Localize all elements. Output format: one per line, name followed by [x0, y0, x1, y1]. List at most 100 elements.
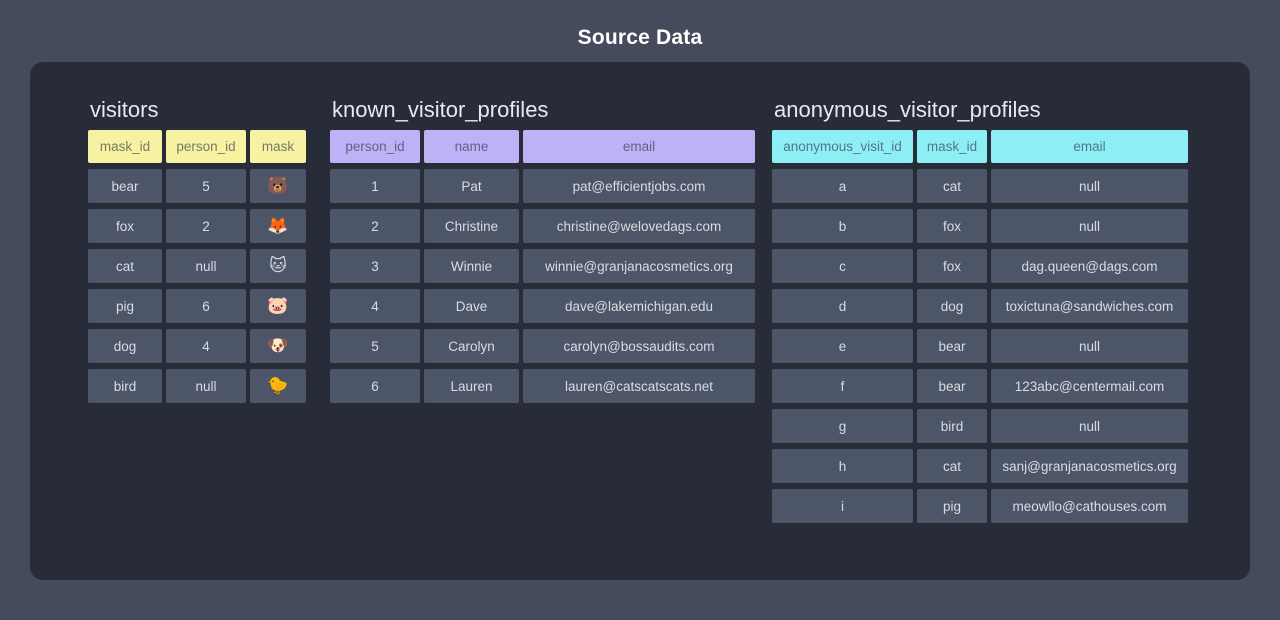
table-row: pig 6 🐷	[88, 289, 306, 323]
table-row: bear 5 🐻	[88, 169, 306, 203]
table-row: e bear null	[772, 329, 1188, 363]
cell-anonymous_visit_id: h	[772, 449, 913, 483]
cell-mask_id: cat	[88, 249, 162, 283]
column-header-mask: mask	[250, 130, 306, 163]
cell-person_id: 2	[330, 209, 420, 243]
mask-emoji: 🐱	[250, 249, 306, 283]
cell-name: Dave	[424, 289, 519, 323]
header-row: mask_id person_id mask	[88, 130, 306, 163]
cell-email: lauren@catscatscats.net	[523, 369, 755, 403]
table-visitors: visitors mask_id person_id mask bear 5 🐻 fox 2 🦊…	[88, 96, 306, 403]
cell-anonymous_visit_id: b	[772, 209, 913, 243]
cell-email: carolyn@bossaudits.com	[523, 329, 755, 363]
column-header-email: email	[991, 130, 1188, 163]
cell-mask_id: bear	[917, 369, 987, 403]
table-row: 6 Lauren lauren@catscatscats.net	[330, 369, 755, 403]
page-title: Source Data	[577, 26, 703, 49]
cell-anonymous_visit_id: g	[772, 409, 913, 443]
known-visitor-profiles-grid: person_id name email 1 Pat pat@efficientjobs.…	[330, 130, 755, 403]
cell-name: Lauren	[424, 369, 519, 403]
cell-email: null	[991, 329, 1188, 363]
cell-email: sanj@granjanacosmetics.org	[991, 449, 1188, 483]
cell-email: 123abc@centermail.com	[991, 369, 1188, 403]
cell-person_id: null	[166, 369, 246, 403]
table-row: d dog toxictuna@sandwiches.com	[772, 289, 1188, 323]
table-row: f bear 123abc@centermail.com	[772, 369, 1188, 403]
cell-anonymous_visit_id: f	[772, 369, 913, 403]
cell-name: Pat	[424, 169, 519, 203]
mask-emoji: 🦊	[250, 209, 306, 243]
cell-person_id: null	[166, 249, 246, 283]
mask-emoji: 🐻	[250, 169, 306, 203]
column-header-person_id: person_id	[166, 130, 246, 163]
cell-email: dag.queen@dags.com	[991, 249, 1188, 283]
mask-emoji: 🐶	[250, 329, 306, 363]
column-header-mask_id: mask_id	[917, 130, 987, 163]
cell-mask_id: fox	[88, 209, 162, 243]
mask-emoji: 🐤	[250, 369, 306, 403]
cell-anonymous_visit_id: a	[772, 169, 913, 203]
cell-mask_id: cat	[917, 169, 987, 203]
cell-mask_id: dog	[88, 329, 162, 363]
column-header-name: name	[424, 130, 519, 163]
table-known-visitor-profiles: known_visitor_profiles person_id name emai…	[330, 96, 755, 403]
cell-mask_id: cat	[917, 449, 987, 483]
cell-person_id: 3	[330, 249, 420, 283]
table-row: g bird null	[772, 409, 1188, 443]
mask-emoji: 🐷	[250, 289, 306, 323]
cell-email: christine@welovedags.com	[523, 209, 755, 243]
table-row: 4 Dave dave@lakemichigan.edu	[330, 289, 755, 323]
cell-mask_id: pig	[88, 289, 162, 323]
cell-person_id: 4	[166, 329, 246, 363]
header-row: anonymous_visit_id mask_id email	[772, 130, 1188, 163]
cell-mask_id: bird	[917, 409, 987, 443]
table-row: b fox null	[772, 209, 1188, 243]
table-row: h cat sanj@granjanacosmetics.org	[772, 449, 1188, 483]
cell-email: dave@lakemichigan.edu	[523, 289, 755, 323]
visitors-grid: mask_id person_id mask bear 5 🐻 fox 2 🦊 cat null 🐱 p…	[88, 130, 306, 403]
source-data-panel: visitors mask_id person_id mask bear 5 🐻 fox 2 🦊…	[30, 62, 1250, 580]
table-row: 3 Winnie winnie@granjanacosmetics.org	[330, 249, 755, 283]
cell-email: toxictuna@sandwiches.com	[991, 289, 1188, 323]
table-anonymous-visitor-profiles: anonymous_visitor_profiles anonymous_vis…	[772, 96, 1188, 523]
cell-email: winnie@granjanacosmetics.org	[523, 249, 755, 283]
cell-email: null	[991, 209, 1188, 243]
table-row: dog 4 🐶	[88, 329, 306, 363]
table-row: fox 2 🦊	[88, 209, 306, 243]
cell-person_id: 4	[330, 289, 420, 323]
column-header-anonymous_visit_id: anonymous_visit_id	[772, 130, 913, 163]
anonymous-visitor-profiles-grid: anonymous_visit_id mask_id email a cat null b f…	[772, 130, 1188, 523]
table-row: i pig meowllo@cathouses.com	[772, 489, 1188, 523]
header-row: person_id name email	[330, 130, 755, 163]
cell-email: null	[991, 169, 1188, 203]
cell-person_id: 6	[330, 369, 420, 403]
table-title-known-visitor-profiles: known_visitor_profiles	[332, 97, 549, 122]
cell-anonymous_visit_id: e	[772, 329, 913, 363]
cell-anonymous_visit_id: i	[772, 489, 913, 523]
table-row: 2 Christine christine@welovedags.com	[330, 209, 755, 243]
column-header-mask_id: mask_id	[88, 130, 162, 163]
cell-mask_id: bear	[917, 329, 987, 363]
cell-person_id: 5	[166, 169, 246, 203]
cell-person_id: 5	[330, 329, 420, 363]
column-header-person_id: person_id	[330, 130, 420, 163]
table-row: bird null 🐤	[88, 369, 306, 403]
cell-mask_id: fox	[917, 209, 987, 243]
cell-person_id: 2	[166, 209, 246, 243]
cell-name: Christine	[424, 209, 519, 243]
table-title-visitors: visitors	[90, 97, 159, 122]
table-title-anonymous-visitor-profiles: anonymous_visitor_profiles	[774, 97, 1041, 122]
cell-mask_id: pig	[917, 489, 987, 523]
table-row: c fox dag.queen@dags.com	[772, 249, 1188, 283]
cell-mask_id: fox	[917, 249, 987, 283]
cell-mask_id: dog	[917, 289, 987, 323]
cell-email: null	[991, 409, 1188, 443]
table-row: a cat null	[772, 169, 1188, 203]
cell-email: meowllo@cathouses.com	[991, 489, 1188, 523]
cell-mask_id: bear	[88, 169, 162, 203]
cell-mask_id: bird	[88, 369, 162, 403]
cell-anonymous_visit_id: d	[772, 289, 913, 323]
table-row: cat null 🐱	[88, 249, 306, 283]
cell-person_id: 1	[330, 169, 420, 203]
cell-name: Carolyn	[424, 329, 519, 363]
